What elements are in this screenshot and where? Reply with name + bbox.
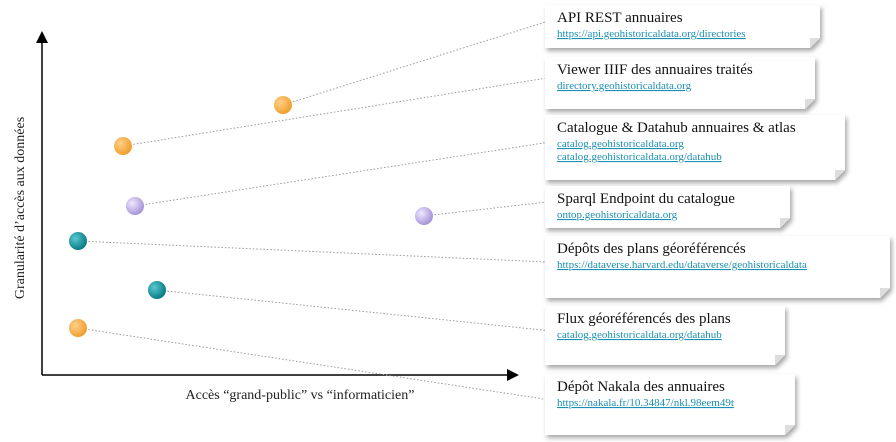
connector [282, 21, 548, 106]
card-fold [805, 99, 815, 109]
card-fold [785, 425, 795, 435]
card-fold [780, 218, 790, 228]
card-link: ontop.geohistoricaldata.org [557, 209, 678, 221]
card-link: catalog.geohistoricaldata.org/datahub [557, 329, 722, 341]
card-title: API REST annuaires [557, 10, 683, 26]
point [69, 319, 87, 337]
card [545, 57, 815, 109]
connector [77, 240, 548, 263]
card-fold [880, 288, 890, 298]
x-axis-label: Accès “grand-public” vs “informaticien” [186, 388, 415, 403]
point [126, 197, 144, 215]
card-fold [835, 170, 845, 180]
connector [122, 77, 548, 147]
card-link: catalog.geohistoricaldata.org/datahub [557, 151, 722, 163]
card [545, 5, 820, 48]
card-fold [775, 355, 785, 365]
y-axis-label: Granularité d’accès aux données [13, 117, 28, 299]
card-link: directory.geohistoricaldata.org [557, 80, 692, 92]
card [545, 236, 890, 298]
connector [134, 142, 548, 207]
content: API REST annuaires https://api.geohistori… [69, 5, 890, 435]
point [69, 232, 87, 250]
point [114, 137, 132, 155]
card-title: Dépôt Nakala des annuaires [557, 379, 725, 395]
point [274, 96, 292, 114]
point [415, 207, 433, 225]
card [545, 115, 845, 180]
card-title: Dépôts des plans géoréférencés [557, 241, 746, 257]
connector [423, 201, 548, 217]
card [545, 374, 795, 435]
card-title: Catalogue & Datahub annuaires & atlas [557, 120, 796, 136]
card-link: https://dataverse.harvard.edu/dataverse/… [557, 259, 807, 271]
point [148, 281, 166, 299]
card-title: Viewer IIIF des annuaires traités [557, 62, 753, 78]
card-link: https://nakala.fr/10.34847/nkl.98eem49t [557, 397, 734, 409]
card-link: https://api.geohistoricaldata.org/direct… [557, 28, 746, 40]
card-fold [810, 38, 820, 48]
card [545, 186, 790, 228]
card-link: catalog.geohistoricaldata.org [557, 138, 684, 150]
card-title: Flux géoréférencés des plans [557, 311, 731, 327]
card [545, 306, 785, 365]
card-title: Sparql Endpoint du catalogue [557, 191, 735, 207]
connector [156, 289, 548, 331]
